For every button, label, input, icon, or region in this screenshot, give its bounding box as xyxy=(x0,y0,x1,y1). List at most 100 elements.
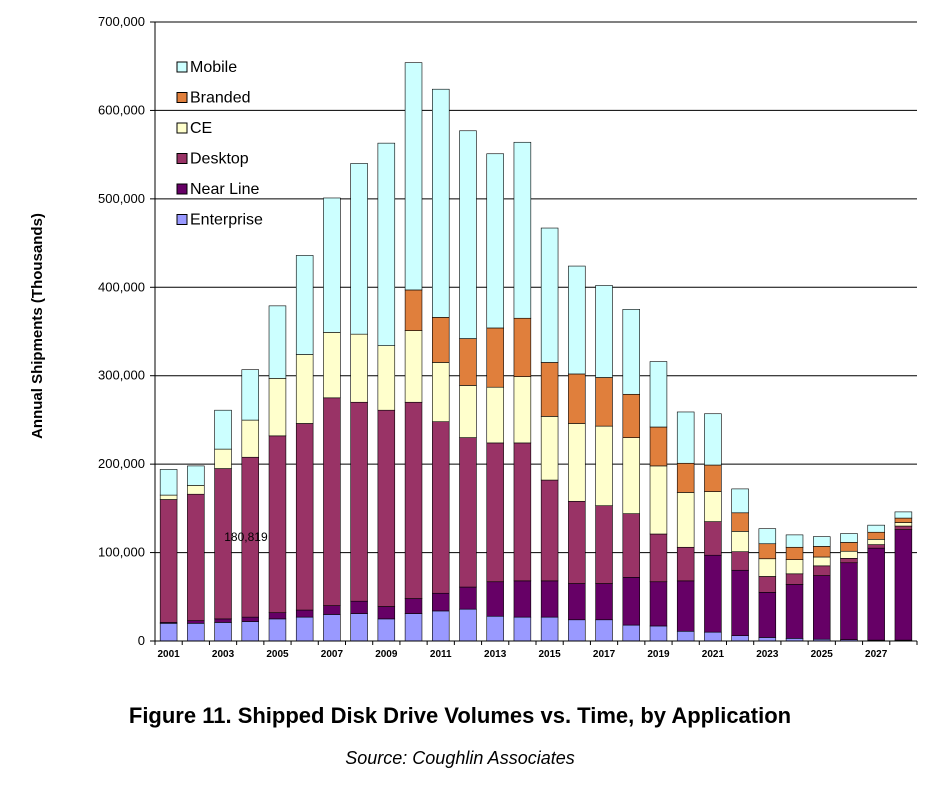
y-tick-labels: 0 100,000 200,000 300,000 400,000 500,000 600,… xyxy=(98,14,145,648)
y-tick-label-5: 500,000 xyxy=(98,191,145,206)
bar-ce-2018 xyxy=(622,437,640,514)
figure-caption: Figure 11. Shipped Disk Drive Volumes vs… xyxy=(128,703,792,728)
x-tick-label-2005: 2005 xyxy=(266,649,289,660)
bar-ce-2027 xyxy=(867,539,885,545)
bar-mobile-2027 xyxy=(867,524,885,533)
bar-mobile-2014 xyxy=(513,141,532,319)
bar-enterprise-2007 xyxy=(323,614,341,642)
bar-mobile-2008 xyxy=(350,163,368,335)
bar-mobile-2009 xyxy=(377,142,396,346)
stacked-bar-chart: 0 100,000 200,000 300,000 400,000 500,000 600,… xyxy=(29,14,918,660)
bar-near-line-2015 xyxy=(540,580,559,618)
bar-desktop-2013 xyxy=(486,442,504,583)
bar-ce-2019 xyxy=(649,465,668,535)
bar-mobile-2026 xyxy=(840,533,858,543)
bar-mobile-2017 xyxy=(595,285,613,378)
bar-ce-2005 xyxy=(268,378,287,437)
bar-mobile-2015 xyxy=(540,227,559,363)
legend-label-desktop: Desktop xyxy=(190,151,249,168)
bar-ce-2003 xyxy=(214,448,232,469)
bar-ce-2020 xyxy=(676,492,695,548)
bar-branded-2017 xyxy=(595,377,613,427)
bar-enterprise-2006 xyxy=(295,616,314,642)
bar-ce-2024 xyxy=(785,559,804,575)
bar-desktop-2016 xyxy=(568,500,586,584)
bar-mobile-2005 xyxy=(268,305,287,379)
bar-enterprise-2011 xyxy=(432,610,450,642)
bar-ce-2010 xyxy=(404,330,423,403)
bar-branded-2024 xyxy=(785,546,804,560)
x-tick-label-2015: 2015 xyxy=(538,649,561,660)
y-tick-label-0: 0 xyxy=(138,633,145,648)
bar-mobile-2011 xyxy=(432,88,450,318)
bar-branded-2016 xyxy=(568,373,586,424)
bar-branded-2028 xyxy=(894,517,913,523)
bar-near-line-2009 xyxy=(377,606,396,620)
bar-desktop-2018 xyxy=(622,513,640,578)
bar-ce-2028 xyxy=(894,522,913,527)
legend-swatch-branded xyxy=(176,92,188,103)
bar-desktop-2001 xyxy=(159,499,178,623)
bar-near-line-2025 xyxy=(813,575,831,640)
bar-near-line-2017 xyxy=(595,583,613,621)
bar-mobile-2019 xyxy=(649,361,668,428)
legend-label-mobile: Mobile xyxy=(190,59,237,76)
bar-ce-2002 xyxy=(187,485,205,495)
bar-branded-2026 xyxy=(840,542,858,552)
bar-near-line-2003 xyxy=(214,618,232,623)
bar-branded-2018 xyxy=(622,393,640,438)
x-tick-label-2013: 2013 xyxy=(484,649,507,660)
bar-mobile-2003 xyxy=(214,409,232,450)
bar-desktop-2008 xyxy=(350,401,368,602)
bar-desktop-2011 xyxy=(432,421,450,594)
legend: Mobile Branded CE Desktop Near Line Enterpris… xyxy=(176,59,263,229)
bar-desktop-2019 xyxy=(649,533,668,583)
figure-source: Source: Coughlin Associates xyxy=(345,748,575,768)
bar-desktop-2020 xyxy=(676,546,695,582)
annotation-0: 180,819 xyxy=(224,530,268,544)
bar-ce-2009 xyxy=(377,345,396,411)
bar-desktop-2025 xyxy=(813,565,831,576)
bar-ce-2006 xyxy=(295,354,314,424)
bar-mobile-2002 xyxy=(187,465,205,486)
x-tick-label-2001: 2001 xyxy=(157,649,180,660)
bar-near-line-2027 xyxy=(867,547,885,641)
bar-branded-2015 xyxy=(540,362,559,417)
bar-ce-2017 xyxy=(595,425,613,507)
bar-mobile-2023 xyxy=(758,528,777,545)
bar-branded-2023 xyxy=(758,543,777,560)
bar-near-line-2026 xyxy=(840,562,858,640)
bar-ce-2007 xyxy=(323,332,341,399)
bar-enterprise-2004 xyxy=(241,621,259,642)
bar-ce-2023 xyxy=(758,558,777,577)
annotations: 180,819 xyxy=(224,530,268,544)
bar-mobile-2021 xyxy=(704,413,722,466)
bar-desktop-2017 xyxy=(595,505,613,584)
bar-enterprise-2002 xyxy=(187,623,205,642)
bar-desktop-2021 xyxy=(704,521,722,556)
bar-near-line-2005 xyxy=(268,612,287,620)
bar-ce-2011 xyxy=(432,362,450,422)
y-tick-label-1: 100,000 xyxy=(98,545,145,560)
bar-mobile-2006 xyxy=(295,255,314,355)
legend-label-enterprise: Enterprise xyxy=(190,212,263,229)
x-tick-label-2007: 2007 xyxy=(321,649,344,660)
bar-desktop-2006 xyxy=(295,423,314,611)
bar-mobile-2012 xyxy=(459,130,477,339)
bar-branded-2019 xyxy=(649,426,668,467)
bar-mobile-2028 xyxy=(894,511,913,519)
bar-ce-2012 xyxy=(459,385,477,438)
bar-mobile-2010 xyxy=(404,62,423,291)
bar-branded-2011 xyxy=(432,317,450,363)
bar-branded-2010 xyxy=(404,289,423,331)
bar-enterprise-2008 xyxy=(350,613,368,642)
bar-enterprise-2003 xyxy=(214,622,232,642)
bar-branded-2027 xyxy=(867,531,885,540)
bar-desktop-2026 xyxy=(840,558,858,564)
bar-ce-2014 xyxy=(513,376,532,444)
bar-near-line-2010 xyxy=(404,598,423,614)
x-tick-label-2003: 2003 xyxy=(212,649,235,660)
bar-enterprise-2016 xyxy=(568,619,586,642)
bar-enterprise-2015 xyxy=(540,616,559,642)
bar-desktop-2015 xyxy=(540,479,559,582)
